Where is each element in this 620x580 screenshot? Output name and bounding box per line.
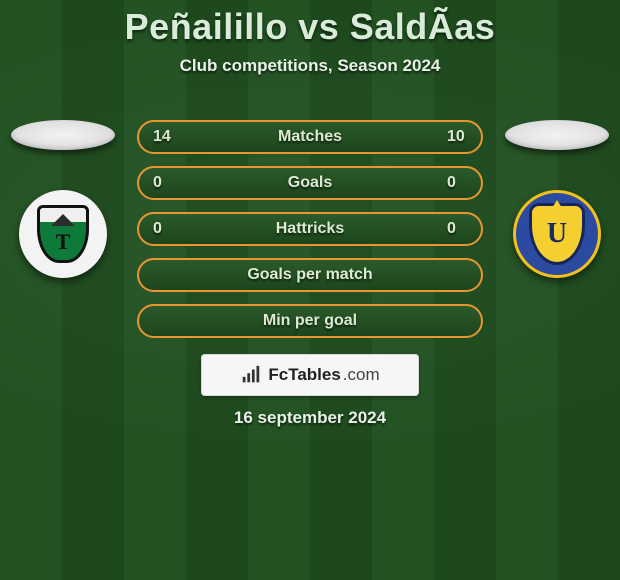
team-left-crest: T (19, 190, 107, 278)
stat-label: Goals (139, 174, 481, 192)
stats-list: 14 Matches 10 0 Goals 0 0 Hattricks 0 Go… (137, 120, 483, 350)
stat-label: Matches (139, 128, 481, 146)
brand-text-1: FcTables (268, 365, 340, 385)
stat-label: Min per goal (139, 312, 481, 330)
stat-row-goals: 0 Goals 0 (137, 166, 483, 200)
player-left-name-oval (11, 120, 115, 150)
stat-row-goals-per-match: Goals per match (137, 258, 483, 292)
stat-row-hattricks: 0 Hattricks 0 (137, 212, 483, 246)
player-right-name-oval (505, 120, 609, 150)
brand-text-2: .com (343, 365, 380, 385)
page-title: Peñailillo vs SaldÃ­as (0, 0, 620, 48)
brand-badge: FcTables .com (201, 354, 419, 396)
stat-row-matches: 14 Matches 10 (137, 120, 483, 154)
team-right-crest: U (513, 190, 601, 278)
player-right-block: U (502, 120, 612, 278)
stat-label: Hattricks (139, 220, 481, 238)
bars-icon (240, 364, 262, 386)
stat-row-min-per-goal: Min per goal (137, 304, 483, 338)
date-text: 16 september 2024 (0, 408, 620, 428)
player-left-block: T (8, 120, 118, 278)
stat-label: Goals per match (139, 266, 481, 284)
page-subtitle: Club competitions, Season 2024 (0, 56, 620, 76)
